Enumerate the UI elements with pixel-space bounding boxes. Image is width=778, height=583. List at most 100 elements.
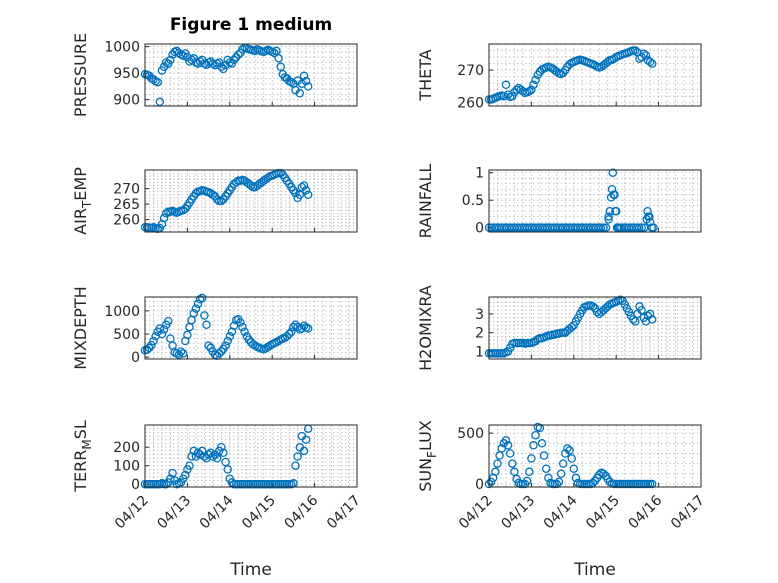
data-point (142, 345, 152, 354)
y-tick-label: 500 (457, 426, 484, 442)
y-tick-label: 2 (475, 326, 484, 342)
data-point (628, 315, 638, 324)
data-point (647, 315, 657, 324)
data-point (631, 46, 640, 55)
y-axis-label: PRESSURE (71, 33, 90, 117)
data-point (208, 452, 218, 461)
data-point (157, 329, 167, 339)
axes-box (144, 424, 358, 488)
subplot-h2omixra: 1 2 3 H2OMIXRA (416, 285, 702, 371)
data-point (493, 459, 502, 468)
data-point (558, 68, 568, 77)
data-point (187, 452, 196, 461)
data-point (221, 457, 230, 467)
data-point (609, 54, 619, 63)
data-point (569, 464, 579, 473)
y-tick-label: 260 (113, 213, 140, 229)
y-tick-label: 1000 (104, 40, 140, 56)
data-point (178, 51, 188, 60)
data-point (596, 223, 606, 232)
data-point (531, 75, 540, 85)
data-point (197, 446, 207, 456)
y-tick-label: 0 (475, 221, 484, 237)
data-point (291, 461, 300, 470)
subplot-mixdepth: 0 500 1000 MIXDEPTH (71, 286, 358, 370)
data-point (556, 469, 566, 479)
y-tick-label: 270 (457, 63, 484, 79)
y-axis-label: SUNFLUX (416, 420, 439, 492)
data-point (270, 48, 279, 58)
data-point (301, 435, 311, 445)
data-point (604, 215, 613, 224)
data-point (238, 45, 247, 54)
data-point (159, 325, 169, 334)
data-point (527, 454, 536, 463)
data-point (486, 477, 496, 487)
y-tick-label: 1 (475, 344, 484, 360)
x-axis-label-left: Time (229, 560, 272, 580)
y-axis-label: THETA (416, 49, 435, 101)
data-point (535, 423, 545, 433)
axes-box (488, 169, 702, 233)
data-point (208, 59, 218, 68)
data-point (295, 89, 305, 98)
data-point (274, 54, 283, 63)
data-point (512, 474, 521, 484)
data-point (193, 448, 203, 458)
y-axis-label: TERRMSL (71, 420, 94, 493)
data-point (202, 320, 211, 330)
data-point (594, 470, 604, 480)
data-point (195, 57, 205, 66)
y-tick-label: 3 (475, 307, 484, 323)
data-point (161, 479, 171, 489)
data-point (299, 321, 309, 330)
y-tick-label: 950 (113, 66, 140, 82)
data-point (539, 451, 549, 460)
data-point (214, 349, 224, 358)
data-point (250, 341, 260, 350)
data-point (631, 317, 640, 326)
data-point (263, 342, 273, 352)
data-point (637, 223, 646, 232)
data-point (223, 465, 232, 474)
data-point (291, 189, 300, 198)
data-point (299, 181, 309, 190)
data-point (193, 299, 203, 309)
data-point (265, 341, 275, 350)
y-tick-label: 265 (113, 197, 140, 213)
y-tick-label: 270 (113, 182, 140, 198)
data-point (529, 441, 538, 450)
axes-box (144, 296, 358, 360)
data-point (641, 51, 651, 60)
data-point (643, 206, 652, 216)
data-point (166, 55, 175, 65)
axes-box (144, 43, 358, 107)
data-point (637, 305, 646, 315)
data-point (189, 446, 199, 456)
data-point (168, 468, 177, 478)
y-axis-label: RAINFALL (416, 164, 435, 239)
data-point (599, 469, 608, 479)
axes-box (144, 169, 358, 233)
data-point (608, 168, 618, 177)
data-point (531, 430, 540, 440)
data-point (234, 50, 243, 59)
data-point (174, 48, 184, 58)
data-point (181, 470, 190, 480)
data-point (571, 473, 581, 483)
data-point (238, 322, 247, 332)
data-point (491, 467, 500, 477)
data-point (191, 304, 201, 313)
data-point (189, 308, 199, 318)
y-tick-label: 0 (475, 477, 484, 493)
y-tick-label: 0 (131, 477, 140, 493)
data-point (301, 185, 311, 195)
data-point (149, 75, 158, 84)
data-point (261, 344, 271, 353)
data-point (503, 441, 513, 450)
axes-box (488, 296, 702, 360)
data-point (635, 54, 644, 63)
data-point (303, 190, 313, 200)
